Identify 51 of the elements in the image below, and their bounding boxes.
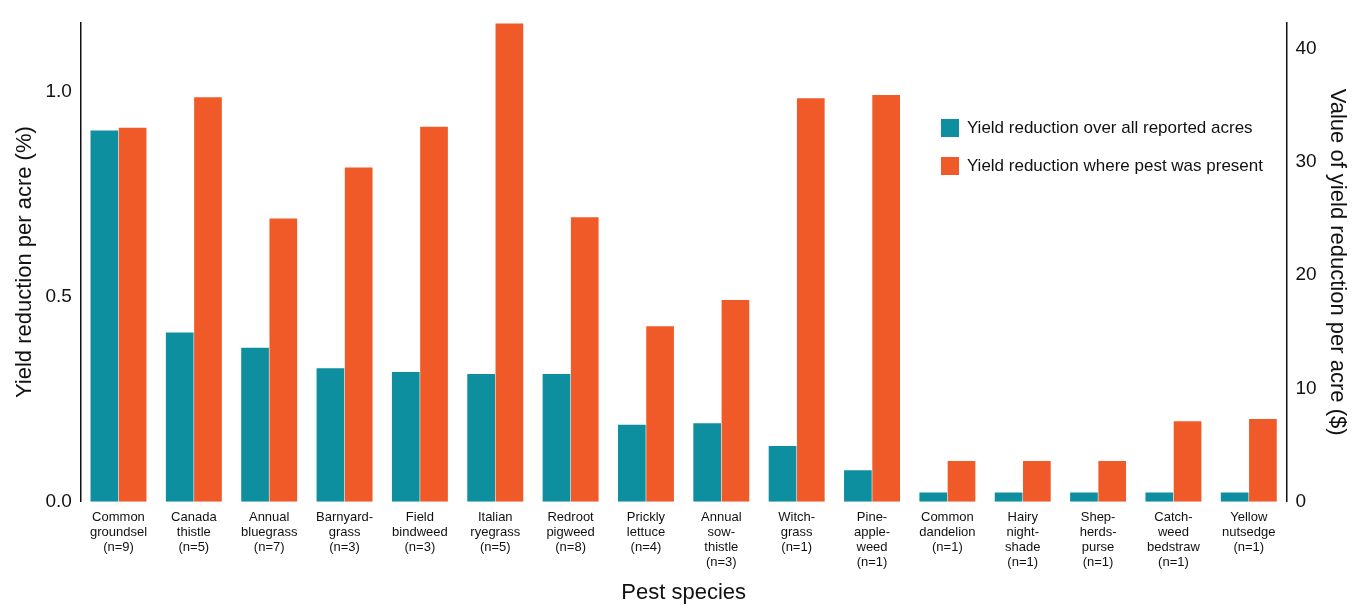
bar <box>1173 421 1202 502</box>
x-tick-label: Canada thistle (n=5) <box>171 508 218 554</box>
bar <box>495 23 524 502</box>
x-tick-label: Pine- apple- weed (n=1) <box>853 508 891 569</box>
bar <box>947 461 976 502</box>
bar <box>721 300 750 502</box>
legend-label: Yield reduction where pest was present <box>966 156 1263 176</box>
bar <box>570 217 599 502</box>
bar <box>994 492 1023 502</box>
y2-tick-label: 40 <box>1295 36 1317 58</box>
x-tick-label: Witch- grass (n=1) <box>778 508 816 554</box>
legend-label: Yield reduction over all reported acres <box>966 118 1253 138</box>
bar <box>1220 492 1249 502</box>
y2-axis-title: Value of yield reduction per acre ($) <box>1325 88 1351 436</box>
x-axis-title: Pest species <box>621 578 747 604</box>
x-tick-label: Catch- weed bedstraw (n=1) <box>1147 508 1201 569</box>
bar <box>344 167 373 502</box>
x-tick-label: Common dandelion (n=1) <box>919 508 976 554</box>
y2-tick-label: 10 <box>1295 376 1317 398</box>
x-tick-label: Barnyard- grass (n=3) <box>316 508 374 554</box>
x-tick-label: Prickly lettuce (n=4) <box>626 508 666 554</box>
y-axis-title: Yield reduction per acre (%) <box>11 126 37 399</box>
bar <box>1249 419 1277 502</box>
bar <box>872 94 900 502</box>
x-tick-label: Yellow nutsedge (n=1) <box>1222 508 1276 554</box>
x-tick-label: Redroot pigweed (n=8) <box>546 508 595 554</box>
x-tick-label: Shep- herds- purse (n=1) <box>1079 508 1117 569</box>
bar <box>420 126 448 502</box>
bar <box>768 446 797 502</box>
bar <box>194 97 222 502</box>
y2-tick-label: 20 <box>1295 263 1317 285</box>
bar <box>796 98 825 502</box>
y-tick-label: 0.0 <box>45 490 72 512</box>
bar <box>919 492 948 502</box>
bar <box>1070 492 1098 502</box>
bar <box>467 373 495 502</box>
x-tick-label: Annual bluegrass (n=7) <box>241 508 298 554</box>
bar <box>1098 461 1127 502</box>
y-tick-label: 0.5 <box>45 285 72 307</box>
bar <box>646 326 674 502</box>
x-tick-label: Hairy night- shade (n=1) <box>1005 508 1041 569</box>
y2-tick-label: 30 <box>1295 150 1317 172</box>
bar <box>844 470 872 502</box>
bar <box>1023 461 1051 502</box>
x-tick-label: Common groundsel (n=9) <box>89 508 148 554</box>
x-tick-label: Annual sow- thistle (n=3) <box>701 508 742 569</box>
x-tick-label: Italian ryegrass (n=5) <box>470 508 521 554</box>
x-tick-label: Field bindweed (n=3) <box>392 508 448 554</box>
bar <box>1145 492 1174 502</box>
y-tick-label: 1.0 <box>45 80 72 102</box>
y2-tick-label: 0 <box>1295 490 1307 512</box>
